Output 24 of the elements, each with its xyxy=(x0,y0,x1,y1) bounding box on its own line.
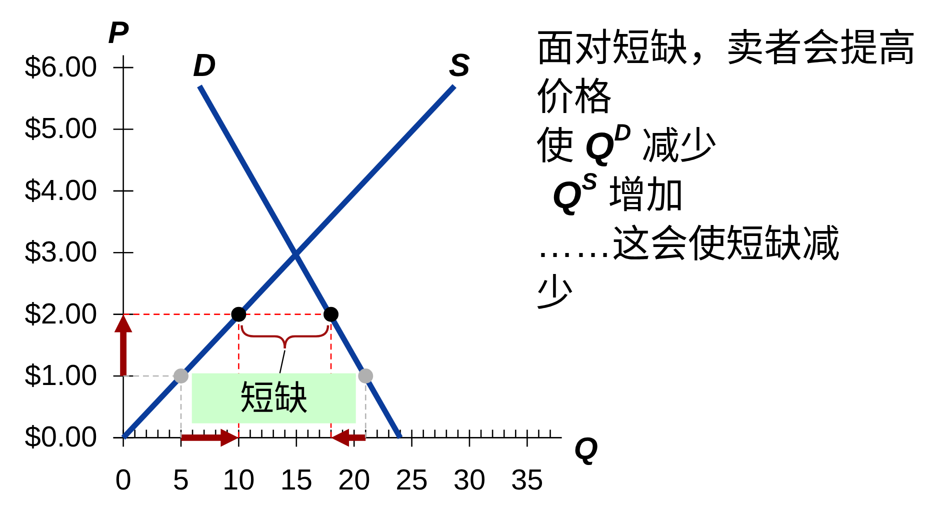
x-tick-label: 25 xyxy=(396,464,428,497)
y-tick-label: $4.00 xyxy=(24,174,98,207)
x-tick-label: 30 xyxy=(453,464,486,497)
series-label: S xyxy=(448,47,470,84)
annotation: 短缺 xyxy=(240,380,308,418)
y-tick-label: $3.00 xyxy=(24,236,98,269)
x-tick-label: 0 xyxy=(115,464,132,497)
annotation: 使 Q$^{D}$ 减少 xyxy=(536,123,719,170)
annotation: ……这会使短缺减少 xyxy=(536,223,841,317)
y-tick-label: $6.00 xyxy=(24,52,98,84)
y-tick-label: $2.00 xyxy=(24,298,98,330)
annotation: Q$^{S}$ 增加 xyxy=(551,172,685,219)
x-tick-label: 20 xyxy=(338,464,370,497)
x-tick-label: 10 xyxy=(222,464,255,497)
x-axis-title: Q xyxy=(574,431,598,466)
series-label: D xyxy=(192,47,216,84)
y-axis-title: P xyxy=(108,15,129,50)
x-tick-label: 5 xyxy=(172,464,190,497)
x-tick-label: 35 xyxy=(511,464,544,497)
x-tick-label: 15 xyxy=(280,464,313,497)
y-tick-label: $1.00 xyxy=(24,360,98,392)
y-tick-label: $5.00 xyxy=(24,113,98,146)
y-tick-label: $0.00 xyxy=(24,422,98,454)
annotation: 面对短缺，卖者会提高价格 xyxy=(536,27,917,121)
